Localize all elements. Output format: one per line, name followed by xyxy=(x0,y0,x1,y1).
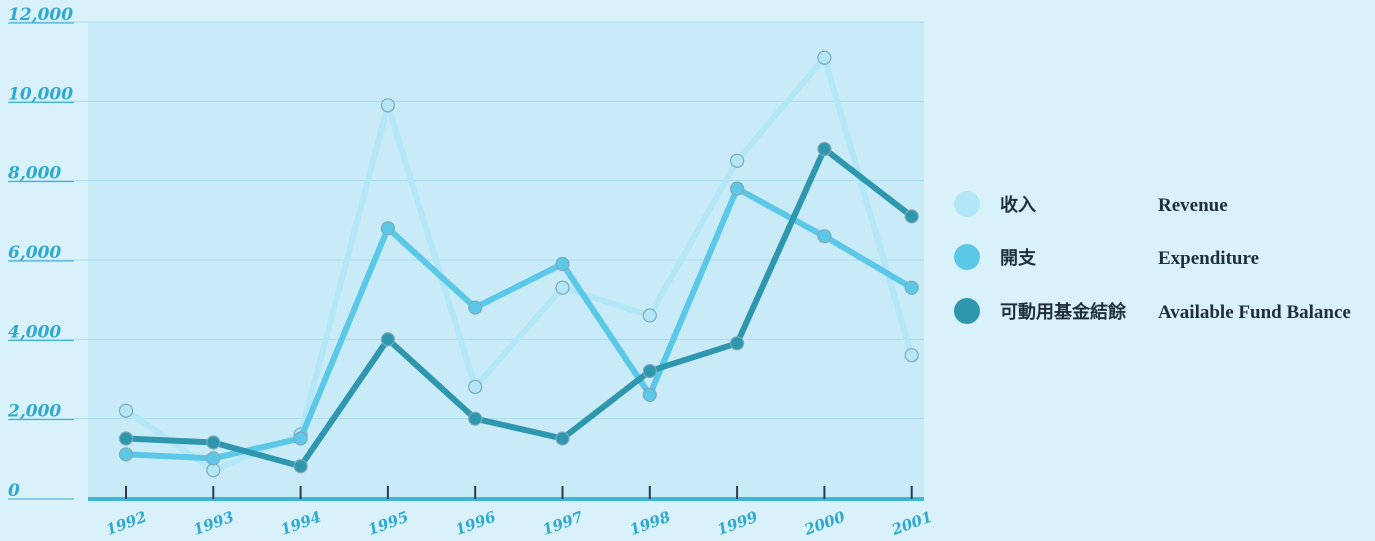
legend: 收入 Revenue 開支 Expenditure 可動用基金結餘 Available F… xyxy=(954,191,1351,324)
legend-swatch xyxy=(954,191,980,217)
series-line xyxy=(123,185,915,462)
legend-item: 可動用基金結餘 Available Fund Balance xyxy=(954,298,1351,324)
legend-label-en: Revenue xyxy=(1158,195,1228,216)
legend-item: 收入 Revenue xyxy=(954,191,1228,217)
y-axis-ticks: 12,000 10,000 8,000 6,000 4,000 2,000 0 xyxy=(7,5,74,501)
y-tick-label: 0 xyxy=(8,481,20,501)
legend-label-zh: 收入 xyxy=(1000,194,1036,216)
y-tick-label: 8,000 xyxy=(7,164,61,184)
data-point xyxy=(904,348,919,363)
data-point xyxy=(206,435,221,450)
data-point xyxy=(468,411,483,426)
data-point xyxy=(904,209,919,224)
y-tick-label: 10,000 xyxy=(8,84,73,104)
y-tick-label: 12,000 xyxy=(8,5,73,25)
data-point xyxy=(206,463,221,478)
legend-label-en: Available Fund Balance xyxy=(1158,302,1351,323)
y-tick-label: 2,000 xyxy=(7,402,61,422)
data-point xyxy=(380,332,395,347)
series-expenditure xyxy=(118,181,919,466)
x-tick-label: 1999 xyxy=(715,508,761,539)
y-tick-label: 4,000 xyxy=(8,322,61,342)
legend-swatch xyxy=(954,298,980,324)
data-point xyxy=(729,153,745,168)
legend-label-en: Expenditure xyxy=(1158,248,1259,269)
data-point xyxy=(729,181,745,196)
data-point xyxy=(904,280,919,295)
data-point xyxy=(468,300,483,315)
data-point xyxy=(293,431,308,446)
x-tick-label: 1994 xyxy=(278,508,323,539)
legend-item: 開支 Expenditure xyxy=(954,244,1259,270)
data-point xyxy=(555,256,570,272)
data-point xyxy=(555,431,570,446)
data-point xyxy=(118,431,134,446)
y-tick-label: 6,000 xyxy=(8,243,61,263)
x-tick-label: 1997 xyxy=(540,508,586,539)
data-point xyxy=(729,336,745,351)
x-tick-label: 1996 xyxy=(453,508,499,539)
data-point xyxy=(380,221,395,236)
x-tick-label: 1992 xyxy=(104,508,149,539)
x-tick-label: 2000 xyxy=(801,508,848,540)
legend-label-zh: 可動用基金結餘 xyxy=(1000,301,1127,323)
x-tick-label: 1995 xyxy=(365,508,410,539)
data-point xyxy=(642,387,657,402)
series-lines xyxy=(118,50,919,478)
data-point xyxy=(468,379,483,395)
series-line xyxy=(123,145,915,470)
legend-label-zh: 開支 xyxy=(1000,247,1037,269)
data-point xyxy=(206,451,221,466)
x-tick-label: 2001 xyxy=(888,508,934,540)
data-point xyxy=(380,98,395,113)
data-point xyxy=(817,141,832,157)
legend-swatch xyxy=(954,244,980,270)
data-point xyxy=(817,50,832,65)
data-point xyxy=(555,280,570,295)
data-point xyxy=(642,308,657,323)
data-point xyxy=(293,459,308,474)
x-tick-label: 1998 xyxy=(627,508,673,539)
data-point xyxy=(817,229,832,244)
series-available-fund-balance xyxy=(118,141,919,474)
x-tick-label: 1993 xyxy=(191,508,236,539)
gridlines xyxy=(10,21,924,420)
data-point xyxy=(118,447,134,462)
data-point xyxy=(642,363,657,379)
data-point xyxy=(118,403,134,418)
